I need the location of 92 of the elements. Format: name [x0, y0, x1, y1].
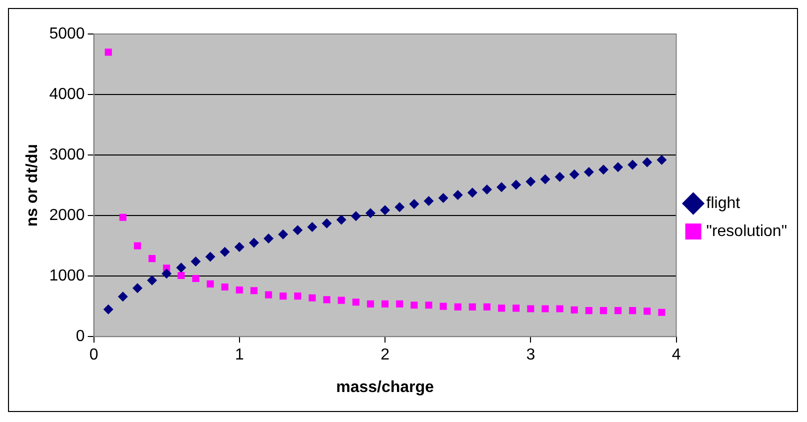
- point: [600, 307, 607, 314]
- point: [307, 222, 318, 232]
- y-tick-label: 3000: [49, 146, 85, 164]
- point: [147, 275, 158, 286]
- point: [613, 162, 624, 172]
- point: [380, 205, 390, 216]
- point: [236, 286, 243, 294]
- point: [585, 307, 592, 314]
- point: [176, 262, 186, 273]
- point: [278, 229, 288, 240]
- point: [409, 199, 420, 210]
- point: [554, 172, 565, 182]
- point: [132, 283, 142, 294]
- point: [118, 292, 128, 302]
- point: [221, 283, 228, 291]
- point: [234, 242, 244, 252]
- point: [134, 242, 142, 250]
- point: [365, 208, 376, 218]
- point: [206, 280, 214, 288]
- y-tick-label: 5000: [49, 25, 85, 42]
- point: [294, 292, 302, 300]
- point: [119, 214, 126, 221]
- x-tick-label: 4: [672, 346, 681, 364]
- point: [280, 292, 287, 300]
- point: [454, 303, 462, 310]
- y-tick-label: 2000: [49, 206, 85, 224]
- point: [336, 214, 346, 225]
- point: [642, 157, 652, 168]
- point: [526, 176, 536, 187]
- legend-label: "resolution": [706, 222, 787, 240]
- point: [381, 300, 389, 308]
- point: [220, 246, 230, 257]
- point: [440, 302, 447, 310]
- point: [248, 238, 259, 248]
- point: [644, 308, 651, 315]
- y-tick-label: 1000: [49, 267, 85, 284]
- point: [527, 305, 534, 312]
- point: [498, 304, 506, 312]
- x-tick-label: 1: [234, 346, 244, 364]
- y-tick-label: 4000: [49, 86, 85, 103]
- point: [540, 174, 550, 184]
- point: [264, 234, 274, 244]
- y-tick-label: 0: [76, 328, 85, 346]
- point: [323, 296, 330, 304]
- point: [468, 303, 476, 310]
- point: [205, 252, 216, 262]
- point: [452, 190, 463, 200]
- point: [394, 202, 405, 212]
- point: [629, 307, 636, 314]
- point: [656, 154, 667, 165]
- point: [598, 164, 608, 175]
- point: [425, 302, 432, 309]
- x-tick-label: 0: [89, 346, 98, 364]
- point: [556, 305, 564, 312]
- point: [570, 306, 578, 314]
- point: [542, 305, 549, 312]
- point: [292, 225, 303, 236]
- point: [250, 287, 258, 294]
- point: [350, 211, 361, 222]
- point: [584, 166, 594, 177]
- point: [190, 256, 201, 267]
- point: [148, 254, 156, 262]
- point: [103, 304, 114, 314]
- point: [396, 300, 404, 308]
- point: [614, 307, 622, 314]
- point: [569, 169, 580, 180]
- point: [338, 296, 345, 304]
- point: [482, 184, 492, 195]
- point: [308, 294, 316, 302]
- point: [366, 300, 374, 308]
- legend-label: flight: [706, 194, 741, 212]
- point: [352, 298, 360, 306]
- point: [496, 182, 507, 192]
- point: [192, 274, 200, 282]
- point: [265, 291, 272, 298]
- point: [424, 196, 434, 206]
- point: [162, 268, 172, 279]
- point: [511, 180, 522, 190]
- point: [438, 193, 448, 204]
- point: [178, 272, 185, 280]
- point: [628, 160, 638, 170]
- point: [410, 302, 418, 309]
- x-tick-label: 2: [380, 346, 390, 364]
- point: [467, 188, 478, 198]
- y-axis-title: ns or dt/du: [24, 144, 42, 227]
- point: [512, 304, 520, 312]
- x-tick-label: 3: [526, 346, 536, 364]
- point: [104, 48, 112, 56]
- point: [322, 218, 332, 228]
- x-axis-title: mass/charge: [336, 378, 434, 396]
- point: [658, 308, 666, 316]
- point: [483, 303, 490, 310]
